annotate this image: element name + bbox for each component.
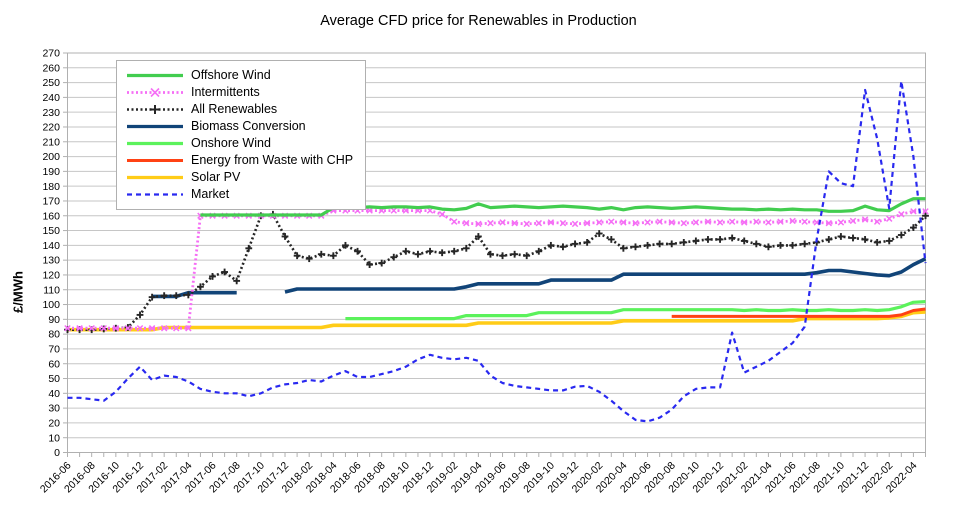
- y-axis-ticks: [63, 52, 68, 453]
- y-tick-label: 10: [48, 432, 60, 444]
- legend-label: Offshore Wind: [191, 68, 271, 82]
- y-tick-label: 220: [42, 122, 60, 134]
- legend-swatch-onshore-wind: [127, 141, 183, 146]
- series-line-onshore-wind: [345, 300, 926, 321]
- y-tick-label: 250: [42, 77, 60, 89]
- y-tick-label: 150: [42, 225, 60, 237]
- y-tick-label: 160: [42, 210, 60, 222]
- x-axis-labels: 2016-062016-082016-102016-122017-022017-…: [38, 460, 920, 496]
- series-markers-all-renewables: [64, 210, 929, 334]
- y-tick-label: 120: [42, 270, 60, 282]
- legend-label: Onshore Wind: [191, 136, 271, 150]
- y-tick-label: 40: [48, 388, 60, 400]
- series-markers-intermittents: [64, 207, 929, 332]
- y-tick-label: 190: [42, 166, 60, 178]
- legend-item-market: Market: [126, 187, 353, 202]
- y-tick-label: 240: [42, 92, 60, 104]
- y-tick-label: 30: [48, 403, 60, 415]
- legend-swatch-market: [127, 193, 183, 196]
- series-line-market: [67, 80, 927, 423]
- series-line-biomass-conversion: [152, 257, 927, 299]
- legend-item-solar-pv: Solar PV: [126, 170, 353, 185]
- series-line-energy-from-waste-with-chp: [671, 307, 926, 318]
- y-tick-label: 110: [43, 284, 60, 296]
- y-tick-label: 180: [42, 181, 60, 193]
- legend-item-onshore-wind: Onshore Wind: [126, 136, 353, 151]
- y-tick-label: 230: [42, 107, 60, 119]
- legend-label: Solar PV: [191, 170, 241, 184]
- legend-item-intermittents: Intermittents: [126, 85, 353, 100]
- legend-item-biomass-conversion: Biomass Conversion: [126, 119, 353, 134]
- y-tick-label: 130: [42, 255, 60, 267]
- series-line-all-renewables: [67, 213, 927, 331]
- chart-title: Average CFD price for Renewables in Prod…: [320, 13, 637, 29]
- y-tick-label: 260: [42, 62, 60, 74]
- plot-border: [67, 52, 926, 453]
- legend-item-energy-from-waste-with-chp: Energy from Waste with CHP: [126, 153, 353, 168]
- legend-swatch-solar-pv: [127, 175, 183, 180]
- legend-label: Market: [191, 187, 230, 201]
- y-tick-label: 0: [54, 447, 60, 459]
- legend-swatch-energy-from-waste-with-chp: [127, 159, 183, 162]
- chart-legend: Offshore Wind Intermittents All Renewables…: [116, 60, 367, 210]
- y-tick-label: 270: [42, 48, 60, 60]
- legend-item-offshore-wind: Offshore Wind: [126, 68, 353, 83]
- legend-swatch-biomass-conversion: [127, 124, 183, 129]
- legend-swatch-intermittents: [127, 87, 183, 98]
- y-tick-label: 60: [48, 358, 60, 370]
- legend-swatch-offshore-wind: [127, 73, 183, 78]
- y-tick-label: 50: [48, 373, 60, 385]
- y-tick-label: 200: [42, 151, 60, 163]
- y-tick-label: 80: [48, 329, 60, 341]
- y-tick-label: 90: [48, 314, 60, 326]
- legend-label: Intermittents: [191, 85, 260, 99]
- y-axis-labels: 0 10 20 30 40 50 60 70 80 90 100 110 120 130 140 150 160…: [42, 48, 60, 460]
- series-line-offshore-wind: [200, 197, 926, 217]
- y-tick-label: 20: [48, 418, 60, 430]
- legend-item-all-renewables: All Renewables: [126, 102, 353, 117]
- y-tick-label: 100: [42, 299, 60, 311]
- legend-label: All Renewables: [191, 102, 278, 116]
- legend-swatch-all-renewables: [127, 105, 183, 114]
- series-line-solar-pv: [67, 310, 926, 332]
- y-tick-label: 140: [42, 240, 60, 252]
- x-axis-ticks: [67, 452, 926, 457]
- legend-label: Energy from Waste with CHP: [191, 153, 354, 167]
- legend-label: Biomass Conversion: [191, 119, 306, 133]
- y-tick-label: 210: [42, 136, 60, 148]
- y-tick-label: 70: [48, 344, 60, 356]
- y-tick-label: 170: [42, 196, 60, 208]
